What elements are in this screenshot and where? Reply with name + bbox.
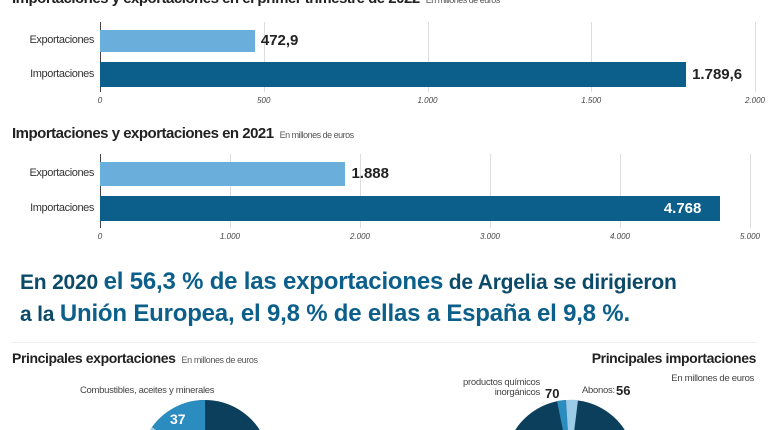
- bar: [100, 196, 720, 221]
- bar: [100, 30, 255, 52]
- category-label: Importaciones: [30, 67, 94, 80]
- slice-value-abonos: 56: [616, 383, 631, 398]
- exports-pie: [150, 399, 260, 430]
- bar: [100, 162, 346, 186]
- tick-label: 1.500: [581, 96, 602, 105]
- gridline: [100, 22, 101, 92]
- tick-label: 2.000: [349, 232, 371, 241]
- tick-label: 3.000: [479, 232, 501, 241]
- category-label: Importaciones: [30, 201, 94, 214]
- gridline: [620, 154, 621, 228]
- gridline: [490, 154, 491, 228]
- slice-label-quimicos: productos químicos inorgánicos: [463, 377, 540, 398]
- value-label: 1.789,6: [692, 65, 743, 83]
- tick-label: 4.000: [609, 232, 631, 241]
- value-label: 472,9: [260, 32, 299, 49]
- headline-line-2: a la Unión Europea, el 9,8 % de ellas a …: [20, 300, 630, 327]
- tick-label: 500: [257, 96, 271, 105]
- imports-pie: [515, 399, 625, 430]
- pie-slice-combustibles: [152, 399, 205, 430]
- slice-value-quimicos: 70: [545, 386, 560, 401]
- imports-pie-subtitle: En millones de euros: [671, 373, 754, 384]
- bar-chart-title: Importaciones y exportaciones en 2021 En …: [12, 125, 354, 142]
- tick-label: 1.000: [417, 96, 438, 105]
- bar-chart-title: Importaciones y exportaciones en el prim…: [12, 0, 500, 7]
- divider: [10, 342, 758, 343]
- category-label: Exportaciones: [29, 34, 94, 46]
- tick-label: 0: [97, 96, 103, 105]
- category-label: Exportaciones: [29, 167, 94, 179]
- tick-label: 5.000: [739, 232, 761, 241]
- tick-label: 1.000: [219, 232, 241, 241]
- pie-slice-quimicos: [557, 400, 568, 430]
- gridline: [100, 154, 101, 228]
- gridline: [591, 22, 593, 92]
- slice-value-combustibles: 37: [170, 411, 186, 427]
- value-label: 4.768: [663, 199, 702, 217]
- slice-label-combustibles: Combustibles, aceites y minerales: [80, 385, 215, 396]
- gridline: [755, 22, 756, 92]
- value-label: 1.888: [351, 165, 389, 182]
- slice-label-abonos: Abonos:: [582, 385, 615, 396]
- pie-slice-other: [150, 427, 157, 430]
- pie-slice-abonos: [566, 399, 578, 430]
- tick-label: 2.000: [744, 96, 766, 105]
- headline-line-1: En 2020 el 56,3 % de las exportaciones d…: [20, 268, 677, 295]
- gridline: [360, 154, 361, 228]
- gridline: [230, 154, 231, 228]
- tick-label: 0: [97, 232, 103, 241]
- imports-pie-title: Principales importaciones: [591, 350, 757, 366]
- gridline: [427, 22, 429, 92]
- bar: [100, 62, 687, 87]
- gridline: [750, 154, 751, 228]
- gridline: [263, 22, 265, 92]
- exports-pie-title: Principales exportaciones En millones de …: [12, 350, 258, 366]
